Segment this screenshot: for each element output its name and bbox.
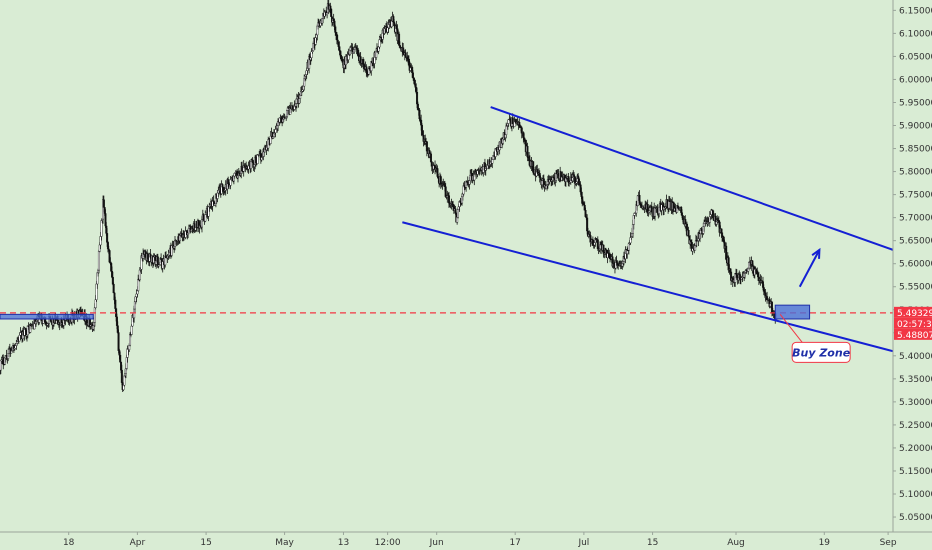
candle-body — [299, 94, 302, 99]
price-badge-label: 5.48807 — [897, 331, 932, 341]
price-tick-label: 5.05000 — [899, 513, 932, 523]
candle-body — [114, 299, 117, 309]
candle-body — [454, 208, 457, 214]
candle-body — [429, 153, 432, 162]
time-tick-label: 18 — [63, 538, 75, 548]
candle — [112, 282, 115, 294]
drawing-layer[interactable]: Buy Zone — [0, 106, 894, 363]
candle-body — [712, 210, 715, 219]
candle-body — [221, 184, 224, 188]
price-axis-bg — [893, 0, 932, 550]
candle-body — [204, 214, 207, 222]
candle-body — [187, 232, 190, 235]
price-tick-label: 5.75000 — [899, 191, 932, 201]
price-tick-label: 6.00000 — [899, 75, 932, 85]
price-badge — [894, 306, 932, 318]
price-tick-label: 6.10000 — [899, 29, 932, 39]
price-badge — [894, 328, 932, 340]
price-tick-label: 5.25000 — [899, 421, 932, 431]
price-tick-label: 5.60000 — [899, 260, 932, 270]
candle-body — [102, 199, 105, 208]
time-tick-label: Jul — [577, 538, 589, 548]
price-tick-label: 5.40000 — [899, 352, 932, 362]
price-tick-label: 6.15000 — [899, 6, 932, 16]
time-tick-label: 15 — [647, 538, 658, 548]
candle — [330, 7, 333, 17]
callout-pointer — [779, 314, 803, 343]
time-tick-label: Apr — [130, 538, 146, 548]
time-tick-label: 12:00 — [375, 538, 401, 548]
candle-body — [117, 332, 120, 351]
time-tick-label: Jun — [429, 538, 444, 548]
candle-body — [526, 145, 529, 158]
candle-body — [456, 209, 459, 218]
candle-body — [330, 8, 333, 17]
time-axis-bg — [0, 532, 932, 550]
price-badge — [894, 317, 932, 329]
candle-body — [250, 160, 253, 169]
candle-body — [100, 220, 103, 237]
candle — [97, 249, 100, 274]
buy-zone-box — [774, 304, 811, 320]
price-tick-label: 5.70000 — [899, 214, 932, 224]
price-tick-label: 5.55000 — [899, 283, 932, 293]
price-tick-label: 5.65000 — [899, 237, 932, 247]
candle-body — [93, 307, 96, 323]
candle-body — [119, 354, 122, 363]
candle-body — [666, 199, 669, 209]
price-tick-label: 6.05000 — [899, 52, 932, 62]
candle-body — [112, 283, 115, 294]
price-axis[interactable]: 5.05000 5.10000 5.15000 5.20000 5.25000 5.300… — [892, 0, 932, 550]
candle-body — [390, 20, 393, 28]
callout-box — [791, 341, 851, 363]
candle-body — [336, 39, 339, 43]
candle-body — [97, 251, 100, 271]
time-tick-label: May — [275, 538, 294, 548]
candle-body — [687, 229, 690, 237]
price-badge-label: 02:57:39 — [897, 320, 932, 330]
price-badge-label: 5.49329 — [897, 309, 932, 319]
candle-body — [505, 125, 508, 135]
price-tick-label: 5.85000 — [899, 145, 932, 155]
time-tick-label: 15 — [200, 538, 211, 548]
left-zone-box — [0, 313, 94, 320]
price-tick-label: 5.35000 — [899, 375, 932, 385]
candle-body — [334, 26, 337, 33]
candle-body — [411, 72, 414, 78]
candle-body — [274, 129, 277, 133]
price-tick-label: 5.20000 — [899, 444, 932, 454]
candle-body — [667, 200, 670, 209]
price-tick-label: 5.80000 — [899, 168, 932, 178]
channel-lower-line — [402, 221, 894, 353]
time-tick-label: 13 — [338, 538, 349, 548]
price-tick-label: 5.15000 — [899, 467, 932, 477]
price-tick-label: 5.90000 — [899, 122, 932, 132]
time-tick-label: 17 — [509, 538, 520, 548]
candle-body — [378, 39, 381, 48]
candle-body — [681, 212, 684, 216]
candle-body — [703, 222, 706, 227]
up-arrow-head — [811, 247, 821, 259]
candle-body — [130, 325, 133, 335]
price-tick-label: 5.30000 — [899, 398, 932, 408]
candle-body — [338, 46, 341, 51]
time-tick-label: Aug — [727, 538, 745, 548]
candle-body — [120, 369, 123, 383]
candle-body — [404, 52, 407, 58]
candle-body — [536, 169, 539, 173]
time-tick-label: Sep — [880, 538, 897, 548]
channel-upper-line — [490, 106, 894, 251]
callout-label: Buy Zone — [792, 346, 851, 359]
candle-body — [491, 159, 494, 164]
time-tick-label: 19 — [819, 538, 831, 548]
up-arrow-shaft — [798, 249, 821, 288]
price-tick-label: 5.10000 — [899, 490, 932, 500]
price-tick-label: 5.95000 — [899, 98, 932, 108]
candle-body — [229, 179, 232, 186]
time-axis[interactable]: 18 Apr 15 May 13 12:00 Jun 17 Jul 15 Aug 19 Sep — [0, 531, 932, 550]
